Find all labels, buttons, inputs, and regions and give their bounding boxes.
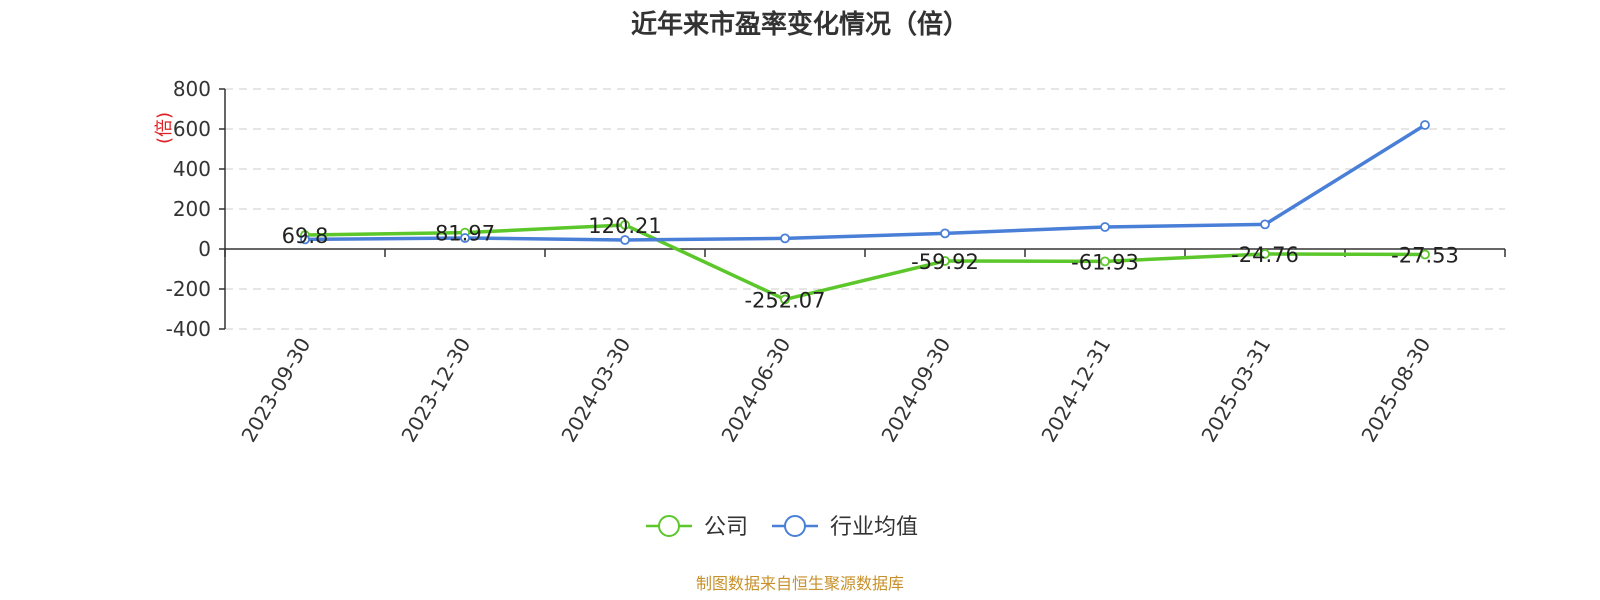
- data-label: -27.53: [1391, 244, 1459, 268]
- data-point[interactable]: [1100, 256, 1110, 267]
- data-point[interactable]: [1420, 249, 1430, 260]
- y-axis-label: (倍): [154, 112, 175, 144]
- x-tick-label: 2024-09-30: [876, 334, 955, 447]
- data-label: -61.93: [1071, 250, 1139, 274]
- data-label: 120.21: [588, 214, 661, 238]
- data-point[interactable]: [940, 256, 950, 266]
- data-point[interactable]: [780, 294, 790, 305]
- legend-marker[interactable]: [658, 515, 680, 537]
- y-tick-label: 600: [173, 117, 211, 141]
- grid-lines: [225, 88, 1505, 330]
- x-tick-label: 2023-12-30: [396, 334, 475, 447]
- data-point[interactable]: [620, 220, 630, 230]
- y-tick-label: 800: [173, 77, 211, 101]
- data-label: -59.92: [911, 250, 979, 274]
- data-point[interactable]: [1260, 219, 1270, 230]
- data-label: 69.8: [282, 224, 329, 248]
- series-line-1: [304, 123, 1426, 242]
- legend-marker[interactable]: [784, 515, 806, 537]
- x-tick-label: 2024-03-30: [556, 334, 635, 447]
- data-point[interactable]: [460, 233, 470, 243]
- series-lines: [300, 120, 1430, 305]
- data-label: -252.07: [744, 288, 825, 312]
- x-tick-label: 2023-09-30: [236, 334, 315, 447]
- y-tick-label: 200: [173, 197, 211, 221]
- data-point[interactable]: [1260, 249, 1270, 259]
- data-labels: 69.8 81.97 120.21 -252.07 -59.92 -61.93 -24.76…: [282, 214, 1459, 312]
- y-tick-label: 400: [173, 157, 211, 181]
- series-line-0: [304, 223, 1426, 302]
- legend-label[interactable]: 公司: [704, 515, 748, 540]
- legend[interactable]: 公司 行业均值: [646, 515, 918, 540]
- legend-label[interactable]: 行业均值: [830, 515, 918, 540]
- data-point[interactable]: [1100, 222, 1110, 232]
- x-tick-label: 2025-08-30: [1356, 334, 1435, 447]
- data-point[interactable]: [1420, 120, 1430, 130]
- x-tick-label: 2024-06-30: [716, 334, 795, 447]
- x-tick-label: 2024-12-31: [1036, 334, 1115, 447]
- chart-title: 近年来市盈率变化情况（倍）: [631, 9, 969, 40]
- data-label: -24.76: [1231, 243, 1299, 267]
- y-tick-label: -400: [166, 317, 211, 341]
- data-point[interactable]: [620, 235, 630, 245]
- data-point[interactable]: [940, 228, 950, 239]
- data-point[interactable]: [300, 234, 310, 245]
- x-tick-label: 2025-03-31: [1196, 334, 1275, 447]
- source-note: 制图数据来自恒生聚源数据库: [696, 574, 904, 593]
- data-label: 81.97: [435, 222, 495, 246]
- data-point[interactable]: [780, 233, 790, 244]
- y-tick-label: -200: [166, 277, 211, 301]
- axes: 800 600 400 200 0 -200 -400 2023-09-30 2023-12-3…: [166, 77, 1506, 447]
- y-tick-label: 0: [198, 237, 211, 261]
